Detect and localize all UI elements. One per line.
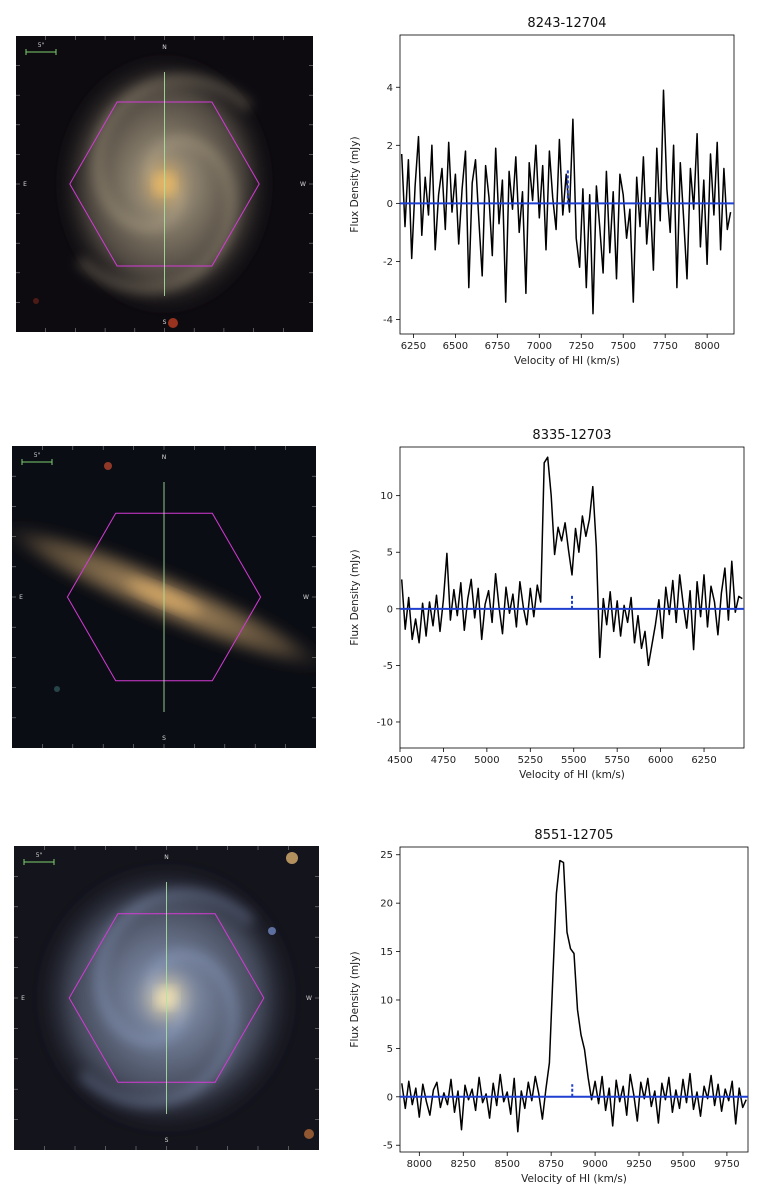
ifu-hexagon (68, 913, 265, 1083)
foreground-star (54, 686, 60, 692)
y-axis-label: Flux Density (mJy) (349, 951, 361, 1047)
compass-south: S (162, 735, 166, 742)
x-tick-label: 7250 (569, 341, 594, 352)
scale-bar-label: 5" (38, 42, 45, 49)
foreground-star (304, 1129, 314, 1139)
y-axis-label: Flux Density (mJy) (349, 549, 361, 645)
x-tick-label: 6250 (401, 341, 426, 352)
compass-west: W (300, 181, 306, 188)
y-tick-label: 20 (380, 899, 393, 910)
x-tick-label: 6750 (485, 341, 510, 352)
x-tick-label: 8000 (694, 341, 719, 352)
x-axis-label: Velocity of HI (km/s) (521, 1173, 627, 1185)
y-tick-label: 10 (380, 995, 393, 1006)
compass-east: E (23, 181, 27, 188)
y-tick-label: -2 (383, 257, 393, 268)
spiral-arm (78, 950, 238, 1108)
x-tick-label: 5250 (518, 755, 543, 766)
spectrum-line (400, 89, 732, 315)
x-tick-label: 4500 (387, 755, 412, 766)
spectrum-chart-3: 8551-12705 8000 8250 8500 8750 9000 9250 9500 97… (349, 828, 749, 1185)
y-tick-label: 5 (387, 548, 393, 559)
y-tick-label: 5 (387, 1044, 393, 1055)
x-tick-label: 9750 (714, 1159, 739, 1170)
x-tick-label: 8250 (451, 1159, 476, 1170)
chart-title: 8243-12704 (527, 16, 606, 31)
y-tick-label: -5 (383, 661, 393, 672)
x-tick-label: 7000 (527, 341, 552, 352)
x-tick-label: 9500 (670, 1159, 695, 1170)
spectrum-chart-1: 8243-12704 6250 6500 6750 7000 7250 7500 7750 80… (349, 16, 735, 367)
y-tick-label: -5 (383, 1141, 393, 1152)
y-tick-label: 15 (380, 947, 393, 958)
x-tick-label: 6250 (691, 755, 716, 766)
compass-south: S (165, 1137, 169, 1144)
y-tick-label: 0 (387, 1092, 393, 1103)
y-axis-label: Flux Density (mJy) (349, 136, 361, 232)
x-axis-label: Velocity of HI (km/s) (519, 769, 625, 781)
compass-west: W (306, 995, 312, 1002)
compass-east: E (21, 995, 25, 1002)
compass-north: N (164, 854, 169, 861)
plot-frame (399, 34, 735, 335)
x-tick-label: 5500 (561, 755, 586, 766)
spectrum-line (400, 456, 743, 667)
y-tick-label: -4 (383, 315, 393, 326)
foreground-star (268, 927, 276, 935)
compass-south: S (163, 319, 167, 326)
foreground-star (104, 462, 112, 470)
ifu-hexagon (66, 512, 262, 682)
x-tick-label: 5750 (604, 755, 629, 766)
galaxy-image-3: 5" N S E W (14, 846, 319, 1150)
y-tick-label: 10 (380, 491, 393, 502)
x-tick-label: 9000 (582, 1159, 607, 1170)
chart-title: 8335-12703 (532, 428, 611, 443)
y-tick-label: -10 (377, 717, 393, 728)
galaxy-image-2: 5" N S E W (12, 446, 316, 748)
scale-bar-label: 5" (36, 852, 43, 859)
plot-frame (399, 846, 749, 1153)
spectrum-line (401, 859, 747, 1133)
foreground-star (286, 852, 298, 864)
y-tick-label: 0 (387, 199, 393, 210)
compass-west: W (303, 594, 309, 601)
x-tick-label: 8500 (494, 1159, 519, 1170)
spiral-arm (93, 74, 253, 232)
x-tick-label: 8000 (407, 1159, 432, 1170)
galaxy-image-1: 5" N S E W (16, 36, 313, 332)
spectrum-chart-2: 8335-12703 4500 4750 5000 5250 5500 5750 6000 62… (349, 428, 745, 781)
y-tick-label: 0 (387, 604, 393, 615)
ifu-hexagon (69, 101, 260, 267)
scale-bar-label: 5" (34, 452, 41, 459)
x-tick-label: 7750 (652, 341, 677, 352)
x-tick-label: 6000 (648, 755, 673, 766)
spiral-arm (76, 136, 236, 294)
y-tick-label: 4 (387, 83, 393, 94)
x-tick-label: 7500 (610, 341, 635, 352)
x-tick-label: 4750 (431, 755, 456, 766)
compass-east: E (19, 594, 23, 601)
chart-title: 8551-12705 (534, 828, 613, 843)
x-tick-label: 9250 (626, 1159, 651, 1170)
spiral-arm (95, 888, 255, 1046)
x-tick-label: 5000 (474, 755, 499, 766)
y-tick-label: 25 (380, 850, 393, 861)
compass-north: N (162, 454, 167, 461)
foreground-star (33, 298, 39, 304)
x-tick-label: 8750 (538, 1159, 563, 1170)
y-tick-label: 2 (387, 141, 393, 152)
x-tick-label: 6500 (443, 341, 468, 352)
compass-north: N (162, 44, 167, 51)
plot-frame (399, 446, 745, 749)
foreground-star (168, 318, 178, 328)
x-axis-label: Velocity of HI (km/s) (514, 355, 620, 367)
